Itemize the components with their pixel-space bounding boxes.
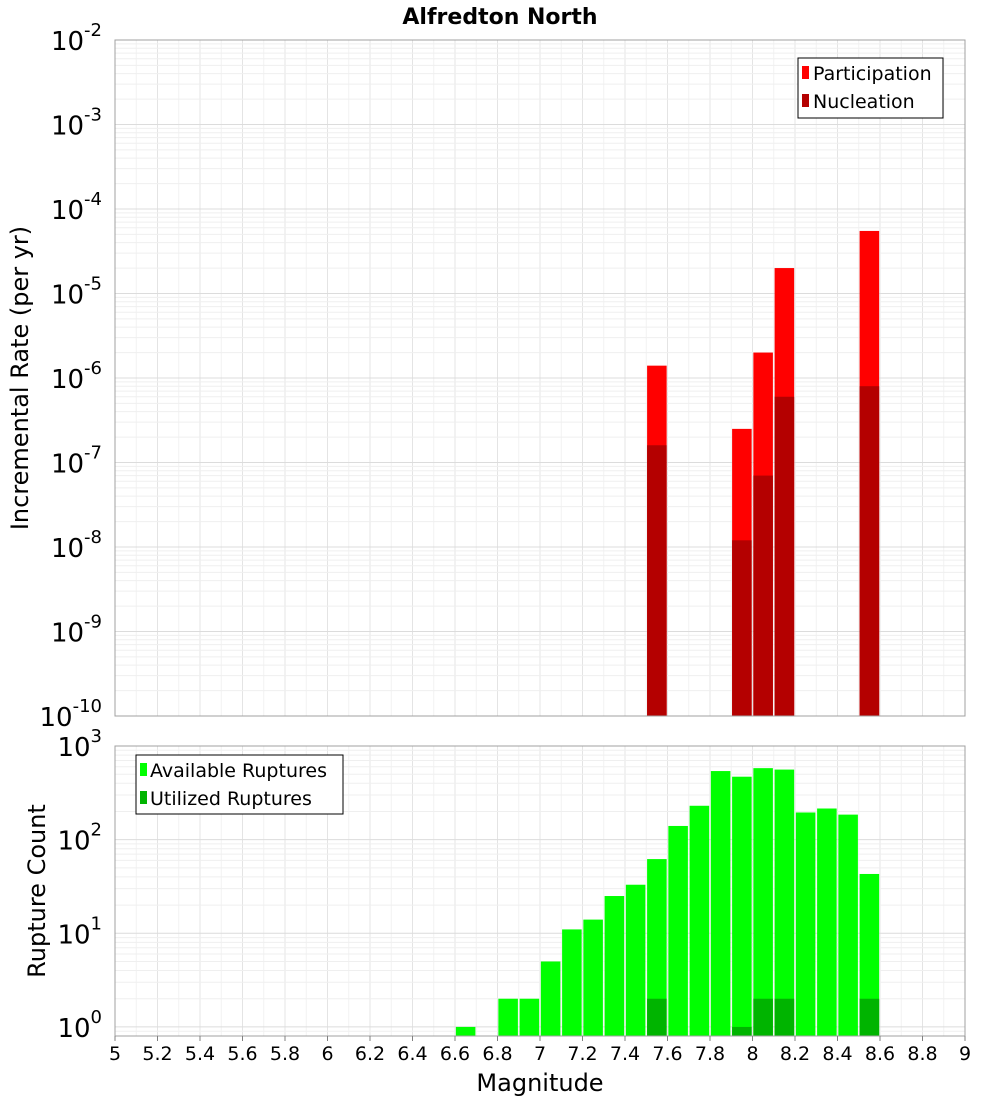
rupture-bar-a (774, 769, 795, 1036)
x-tick-label: 6.4 (397, 1043, 427, 1065)
bottom-legend-box (135, 754, 344, 815)
rupture-bar-a (732, 776, 752, 1036)
top-y-axis-label: Incremental Rate (per yr) (6, 226, 34, 530)
rupture-bar-b (732, 1026, 752, 1036)
x-tick-label: 5.4 (185, 1043, 215, 1065)
x-tick-label: 8 (746, 1043, 758, 1065)
rate-bar-b (774, 396, 795, 716)
rupture-bar-a (604, 896, 625, 1036)
rupture-bar-a (817, 808, 837, 1036)
rupture-bar-a (795, 812, 816, 1036)
rupture-bar-a (647, 859, 667, 1036)
bottom-y-axis-label: Rupture Count (23, 804, 51, 978)
x-tick-label: 5.2 (142, 1043, 172, 1065)
x-tick-label: 5 (109, 1043, 121, 1065)
x-tick-label: 8.8 (907, 1043, 937, 1065)
rupture-bar-a (668, 825, 688, 1036)
x-tick-label: 7.6 (652, 1043, 682, 1065)
x-tick-label: 6.6 (440, 1043, 470, 1065)
rate-bar-b (732, 540, 752, 716)
rate-bar-b (859, 386, 880, 716)
rate-bar-b (753, 475, 773, 716)
rupture-bar-a (562, 929, 582, 1036)
legend-swatch-participation (802, 66, 809, 79)
legend-swatch-available (140, 763, 147, 776)
rupture-bar-a (540, 961, 561, 1036)
bottom-legend: Available Ruptures Utilized Ruptures (135, 754, 344, 815)
bottom-y-tick-label: 101 (57, 913, 102, 950)
bottom-y-tick-label: 103 (57, 726, 102, 763)
rupture-bar-a (519, 998, 540, 1036)
x-tick-label: 8.2 (780, 1043, 810, 1065)
x-tick-label: 8.4 (822, 1043, 852, 1065)
rupture-bar-a (859, 873, 880, 1036)
x-tick-label: 5.6 (227, 1043, 257, 1065)
chart-title: Alfredton North (402, 5, 597, 30)
top-plot-grid (114, 39, 966, 717)
rupture-bar-a (625, 884, 646, 1036)
rupture-bar-a (455, 1026, 476, 1036)
x-tick-label: 6 (321, 1043, 333, 1065)
x-tick-label: 7.4 (610, 1043, 640, 1065)
x-tick-label: 6.8 (482, 1043, 512, 1065)
x-axis-label: Magnitude (476, 1069, 603, 1097)
rupture-bar-b (774, 998, 795, 1036)
legend-label-nucleation: Nucleation (813, 91, 915, 113)
rate-bar-b (647, 445, 667, 716)
top-legend-box (797, 57, 944, 119)
top-legend: Participation Nucleation (797, 57, 944, 119)
top-y-tick-label: 10-5 (51, 274, 102, 311)
rupture-bar-a (838, 814, 858, 1036)
top-plot-bars (647, 230, 880, 717)
x-tick-label: 5.8 (270, 1043, 300, 1065)
rupture-bar-b (647, 998, 667, 1036)
x-tick-label: 7 (534, 1043, 546, 1065)
top-y-tick-label: 10-7 (51, 443, 102, 480)
top-plot-frame (114, 39, 966, 717)
rupture-bar-b (753, 998, 773, 1036)
bottom-plot-bars (455, 768, 880, 1036)
rupture-bar-a (689, 805, 710, 1036)
x-tick-label: 8.6 (865, 1043, 895, 1065)
rupture-bar-a (498, 998, 518, 1036)
x-tick-labels: 5 5.2 5.4 5.6 5.8 6 6.2 6.4 6.6 6.8 7 7.2 7.4 7.6 7.8 8… (109, 1036, 971, 1065)
x-tick-label: 7.2 (567, 1043, 597, 1065)
legend-swatch-nucleation (802, 94, 809, 107)
rupture-bar-b (859, 998, 880, 1036)
legend-swatch-utilized (140, 791, 147, 804)
x-tick-label: 7.8 (695, 1043, 725, 1065)
rupture-bar-a (583, 919, 603, 1036)
x-tick-label: 6.2 (355, 1043, 385, 1065)
legend-label-utilized: Utilized Ruptures (150, 788, 312, 810)
rupture-bar-a (753, 768, 773, 1036)
legend-label-participation: Participation (813, 63, 932, 85)
rupture-bar-a (710, 771, 731, 1036)
x-tick-label: 9 (959, 1043, 971, 1065)
legend-label-available: Available Ruptures (150, 760, 327, 782)
